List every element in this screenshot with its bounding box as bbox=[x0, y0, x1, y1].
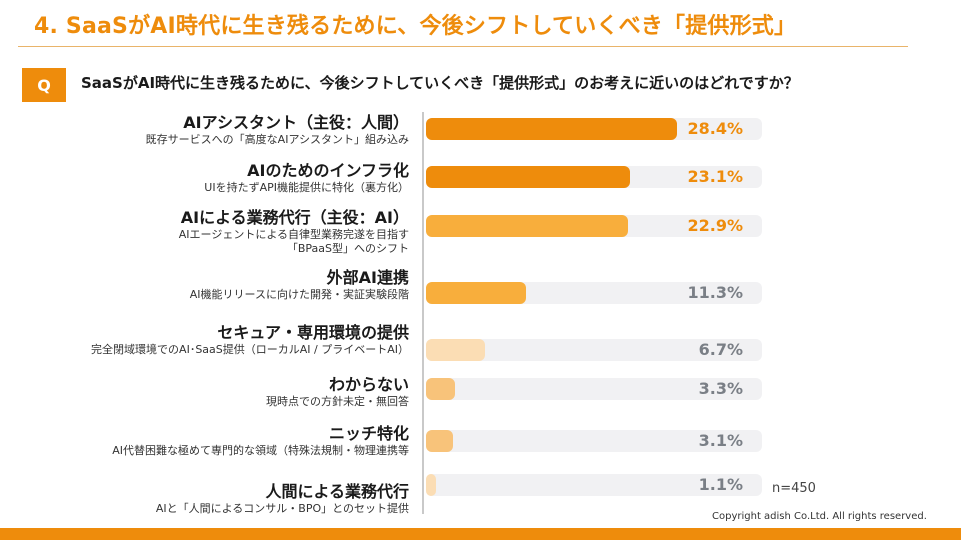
bar-track bbox=[426, 474, 762, 496]
bar-track bbox=[426, 118, 762, 140]
category-title: 人間による業務代行 bbox=[265, 482, 409, 501]
category-label: セキュア・専用環境の提供 完全閉域環境でのAI･SaaS提供（ローカルAI / プ… bbox=[91, 322, 409, 357]
category-title: AIアシスタント（主役：人間） bbox=[183, 113, 409, 132]
category-title: ニッチ特化 bbox=[328, 424, 409, 443]
bar-track bbox=[426, 378, 762, 400]
category-label: AIアシスタント（主役：人間） 既存サービスへの「高度なAIアシスタント」組み込み bbox=[146, 112, 409, 147]
category-label: 人間による業務代行 AIと「人間によるコンサル・BPO」とのセット提供 bbox=[156, 481, 409, 516]
bar bbox=[426, 118, 677, 140]
footer-band bbox=[0, 528, 961, 540]
category-description: 現時点での方針未定・無回答 bbox=[266, 395, 409, 408]
bar-value-label: 1.1% bbox=[698, 475, 743, 494]
category-label: AIによる業務代行（主役：AI） AIエージェントによる自律型業務完遂を目指す 「B… bbox=[179, 207, 409, 256]
category-description: 既存サービスへの「高度なAIアシスタント」組み込み bbox=[145, 133, 409, 146]
category-title: AIのためのインフラ化 bbox=[247, 161, 409, 180]
bar-track bbox=[426, 215, 762, 237]
chart-axis-line bbox=[422, 112, 424, 514]
bar bbox=[426, 378, 456, 400]
category-description: UIを持たずAPI機能提供に特化（裏方化） bbox=[204, 181, 409, 194]
question-text: SaaSがAI時代に生き残るために、今後シフトしていくべき「提供形式」のお考えに… bbox=[81, 74, 799, 92]
bar-value-label: 3.1% bbox=[698, 431, 743, 450]
bar bbox=[426, 339, 486, 361]
slide-title: 4. SaaSがAI時代に生き残るために、今後シフトしていくべき「提供形式」 bbox=[34, 14, 797, 39]
bar-value-label: 22.9% bbox=[687, 216, 743, 235]
bar-track bbox=[426, 166, 762, 188]
category-label: AIのためのインフラ化 UIを持たずAPI機能提供に特化（裏方化） bbox=[204, 160, 409, 195]
bar-track bbox=[426, 339, 762, 361]
category-description: AIと「人間によるコンサル・BPO」とのセット提供 bbox=[155, 502, 409, 515]
bar bbox=[426, 282, 526, 304]
category-title: セキュア・専用環境の提供 bbox=[217, 323, 409, 342]
bar-value-label: 28.4% bbox=[687, 119, 743, 138]
bar bbox=[426, 474, 436, 496]
bar-track bbox=[426, 430, 762, 452]
bar-value-label: 3.3% bbox=[698, 379, 743, 398]
category-title: AIによる業務代行（主役：AI） bbox=[180, 208, 409, 227]
category-label: 外部AI連携 AI機能リリースに向けた開発・実証実験段階 bbox=[190, 267, 409, 302]
bar-value-label: 23.1% bbox=[687, 167, 743, 186]
bar-value-label: 11.3% bbox=[687, 283, 743, 302]
bar bbox=[426, 166, 630, 188]
category-label: ニッチ特化 AI代替困難な極めて専門的な領域（特殊法規制・物理連携等 bbox=[112, 423, 409, 458]
bar-track bbox=[426, 282, 762, 304]
category-description: 「BPaaS型」へのシフト bbox=[286, 242, 409, 255]
category-description: 完全閉域環境でのAI･SaaS提供（ローカルAI / プライベートAI） bbox=[91, 343, 409, 356]
title-divider bbox=[18, 46, 908, 47]
bar-value-label: 6.7% bbox=[698, 340, 743, 359]
bar bbox=[426, 215, 629, 237]
category-label: わからない 現時点での方針未定・無回答 bbox=[266, 374, 409, 409]
question-badge: Q bbox=[22, 68, 66, 102]
copyright-text: Copyright adish Co.Ltd. All rights reser… bbox=[712, 511, 927, 522]
category-description: AIエージェントによる自律型業務完遂を目指す bbox=[178, 228, 409, 241]
category-title: 外部AI連携 bbox=[326, 268, 409, 287]
category-description: AI機能リリースに向けた開発・実証実験段階 bbox=[189, 288, 409, 301]
bar bbox=[426, 430, 454, 452]
sample-size-note: n=450 bbox=[772, 481, 816, 496]
category-description: AI代替困難な極めて専門的な領域（特殊法規制・物理連携等 bbox=[112, 444, 409, 457]
category-title: わからない bbox=[328, 375, 409, 394]
